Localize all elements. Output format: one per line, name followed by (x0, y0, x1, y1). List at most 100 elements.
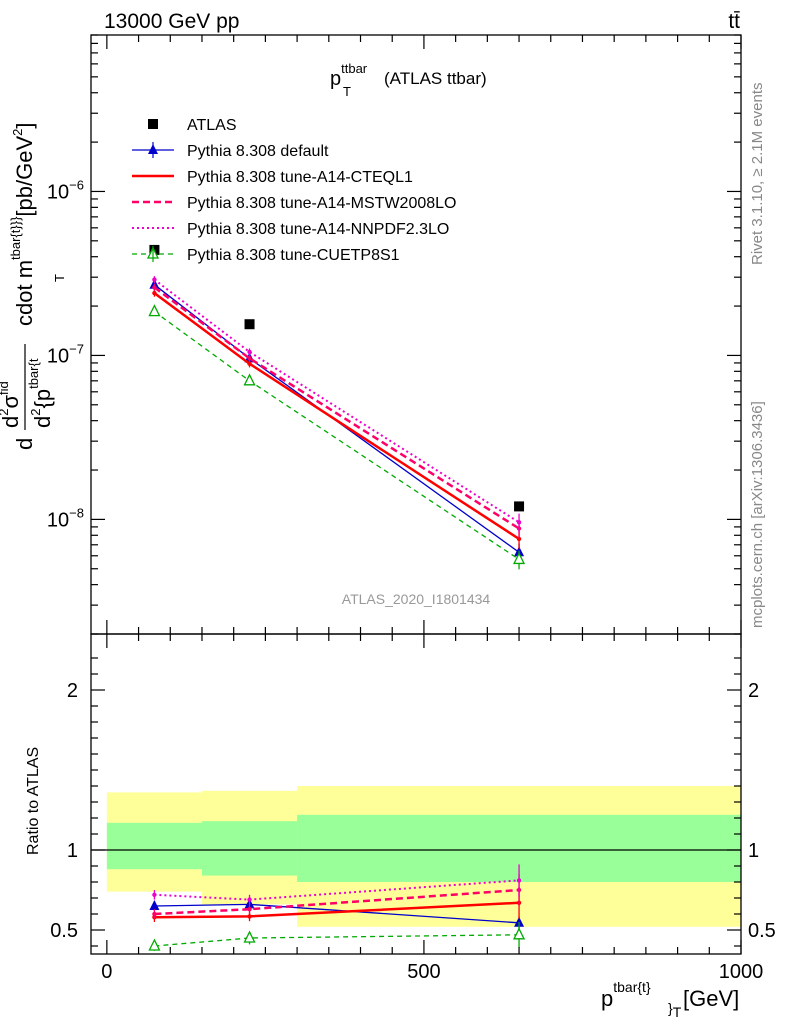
main-marker-4-2 (516, 520, 522, 525)
main-marker-5-2 (512, 551, 526, 565)
ratio-xtick-label-1: 500 (407, 961, 440, 983)
main-marker-4-1 (247, 349, 252, 355)
main-ytick-base-2: 10 (47, 509, 69, 531)
ratio-series-layer (148, 864, 526, 951)
xlabel-p: p (601, 986, 613, 1011)
ylabel-unit: [pb/GeV (12, 136, 37, 217)
ratio-marker-4-1 (243, 930, 256, 943)
svg-text:ptbar{t}: ptbar{t} (601, 979, 651, 1011)
main-ytick-label-0: 10−6 (47, 177, 84, 203)
main-ytick-exp-2: −8 (69, 505, 84, 520)
ratio-line-2 (154, 888, 520, 916)
legend-label-5: Pythia 8.308 tune-CUETP8S1 (187, 247, 400, 264)
main-marker-2-1 (247, 361, 252, 366)
legend-marker-0 (148, 119, 158, 129)
main-line-2 (153, 292, 520, 540)
xlabel-sub-t: T (673, 1004, 682, 1020)
ratio-marker-2-1 (247, 907, 252, 912)
ratio-ytick-label-left-0: 0.5 (50, 920, 78, 942)
ratio-xtick-label-2: 1000 (719, 961, 764, 983)
main-marker-1-0 (149, 278, 160, 289)
svg-text:d2σfid: d2σfid (0, 381, 23, 428)
xlabel-sub: } (668, 1000, 673, 1016)
svg-text:d: d (12, 438, 37, 450)
xlabel-sup: tbar{t} (613, 979, 651, 995)
main-marker-5-1 (243, 373, 256, 386)
ylabel-sigma: σ (0, 395, 23, 409)
ylabel-den-tail-sub: T (52, 274, 67, 282)
ratio-line-4 (154, 934, 520, 947)
ratio-marker-3-0 (152, 892, 157, 897)
ratio-ytick-label-left-2: 2 (67, 680, 78, 702)
ratio-ytick-label-right-2: 2 (748, 680, 759, 702)
main-marker-5-0 (148, 304, 161, 317)
ylabel-d: d (12, 438, 37, 450)
xlabel-unit: [GeV] (683, 986, 739, 1011)
mcplots-label: mcplots.cern.ch [arXiv:1306.3436] (749, 401, 766, 628)
ylabel-den-d: d (30, 416, 55, 428)
ratio-marker-1-1 (247, 914, 252, 919)
ratio-xtick-label-0: 0 (101, 961, 112, 983)
main-line-4 (153, 278, 520, 524)
rivet-label: Rivet 3.1.10, ≥ 2.1M events (749, 83, 766, 266)
ylabel-den-tail-sup: tbar{t (26, 358, 41, 389)
ratio-marker-4-0 (148, 938, 161, 951)
main-marker-2-2 (516, 536, 522, 542)
main-ytick-exp-0: −6 (69, 177, 84, 192)
main-series-layer (148, 244, 526, 570)
ylabel-middle-sup: tbar{t}}} (8, 216, 23, 260)
x-axis-label: ptbar{t} }T [GeV] (601, 979, 739, 1020)
main-line-1 (154, 284, 520, 553)
main-line-5 (154, 311, 520, 560)
ratio-frame (90, 633, 742, 955)
ratio-marker-0-2 (514, 916, 525, 927)
ratio-ytick-label-left-1: 1 (67, 840, 78, 862)
legend-label-0: ATLAS (187, 117, 237, 134)
main-y-label: d d2σfid d2{ptbar{t T cdot mtbar{t}}}[pb… (0, 123, 67, 451)
main-ytick-base-1: 10 (47, 345, 69, 367)
main-data-point-1 (244, 319, 255, 330)
main-marker-3-1 (247, 356, 252, 361)
main-ytick-exp-1: −7 (69, 341, 84, 356)
ratio-axes: 0.5 0.5 1 1 2 2 0 500 1000 (50, 633, 776, 983)
ylabel-num-sup: 2 (0, 409, 11, 416)
ylabel-unit-sup: 2 (10, 129, 25, 136)
ratio-ytick-label-right-0: 0.5 (748, 920, 776, 942)
ratio-y-label: Ratio to ATLAS (25, 747, 42, 855)
svg-text:cdot mtbar{t}}}[pb/GeV2]: cdot mtbar{t}}}[pb/GeV2] (8, 123, 37, 327)
main-marker-4-0 (152, 277, 157, 282)
legend-label-1: Pythia 8.308 default (187, 143, 329, 160)
main-ytick-label-2: 10−8 (47, 505, 84, 531)
ylabel-den-sup: 2 (28, 409, 43, 416)
plot-title: pttbar (330, 61, 368, 90)
ylabel-middle: cdot m (12, 260, 37, 326)
analysis-watermark: ATLAS_2020_I1801434 (342, 591, 491, 607)
ratio-marker-4-2 (512, 927, 526, 940)
ylabel-num-d: d (0, 416, 23, 428)
ratio-marker-0-0 (149, 900, 160, 910)
svg-text:d2{ptbar{t: d2{ptbar{t (26, 358, 55, 428)
main-line-3 (153, 286, 520, 530)
ratio-marker-3-2 (516, 878, 522, 883)
main-ytick-base-0: 10 (47, 181, 69, 203)
ratio-ytick-label-right-1: 1 (748, 840, 759, 862)
legend-label-4: Pythia 8.308 tune-A14-NNPDF2.3LO (187, 221, 449, 238)
ratio-marker-3-1 (247, 897, 252, 902)
legend: ATLAS Pythia 8.308 default Pythia 8.308 tu… (132, 117, 456, 264)
ylabel-unit-close: ] (12, 123, 37, 129)
main-data-point-2 (514, 501, 525, 512)
svg-text:}T: }T (668, 1000, 682, 1020)
plot-title-tail: (ATLAS ttbar) (384, 69, 487, 88)
ratio-band-inner-1 (201, 821, 298, 876)
plot-title-p: p (330, 68, 341, 90)
plot-title-sup: ttbar (341, 61, 368, 76)
plot-title-sub: T (343, 84, 351, 99)
legend-label-2: Pythia 8.308 tune-A14-CTEQL1 (187, 169, 413, 186)
main-ytick-label-1: 10−7 (47, 341, 84, 367)
main-marker-2-0 (152, 290, 157, 296)
legend-label-3: Pythia 8.308 tune-A14-MSTW2008LO (187, 195, 456, 212)
header-right: tt̄ (728, 10, 740, 33)
header-left: 13000 GeV pp (104, 10, 239, 33)
main-marker-3-0 (152, 285, 157, 290)
